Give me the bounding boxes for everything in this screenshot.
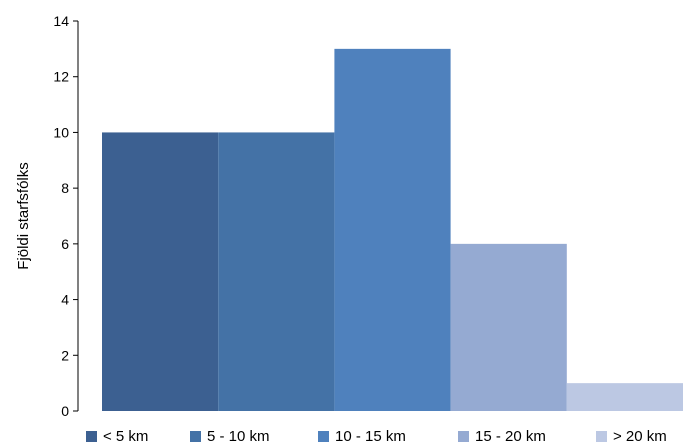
- legend: < 5 km 5 - 10 km 10 - 15 km 15 - 20 km > 20 …: [0, 428, 683, 448]
- legend-label: > 20 km: [613, 428, 667, 445]
- bar: [102, 132, 219, 411]
- y-tick-label: 2: [61, 347, 69, 363]
- legend-item: 5 - 10 km: [190, 428, 270, 445]
- y-tick-label: 10: [53, 124, 69, 140]
- legend-item: > 20 km: [596, 428, 667, 445]
- legend-item: < 5 km: [86, 428, 148, 445]
- bar: [566, 383, 683, 411]
- y-tick-label: 8: [61, 180, 69, 196]
- legend-swatch: [190, 431, 201, 442]
- chart-canvas: 0 2 4 6 8 10 12 14 Fjöldi starfsfólks: [15, 13, 683, 419]
- bar: [334, 48, 451, 411]
- legend-label: 15 - 20 km: [475, 428, 546, 445]
- bar: [218, 132, 335, 411]
- legend-swatch: [86, 431, 97, 442]
- legend-swatch: [596, 431, 607, 442]
- legend-label: 5 - 10 km: [207, 428, 270, 445]
- bar: [450, 243, 567, 411]
- y-tick-label: 14: [53, 13, 69, 29]
- legend-item: 10 - 15 km: [318, 428, 406, 445]
- legend-swatch: [458, 431, 469, 442]
- y-tick-label: 4: [61, 292, 69, 308]
- bars: [102, 48, 683, 411]
- y-tick-label: 6: [61, 236, 69, 252]
- legend-item: 15 - 20 km: [458, 428, 546, 445]
- y-axis: 0 2 4 6 8 10 12 14: [53, 13, 79, 419]
- y-axis-label: Fjöldi starfsfólks: [15, 162, 32, 270]
- legend-swatch: [318, 431, 329, 442]
- y-tick-label: 12: [53, 69, 69, 85]
- legend-label: 10 - 15 km: [335, 428, 406, 445]
- y-tick-label: 0: [61, 403, 69, 419]
- legend-label: < 5 km: [103, 428, 149, 445]
